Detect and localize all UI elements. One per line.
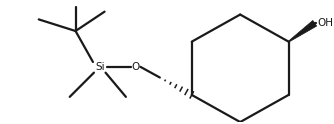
Polygon shape [288,20,317,42]
Text: O: O [132,62,140,72]
Text: OH: OH [318,18,334,28]
Text: Si: Si [95,62,105,72]
